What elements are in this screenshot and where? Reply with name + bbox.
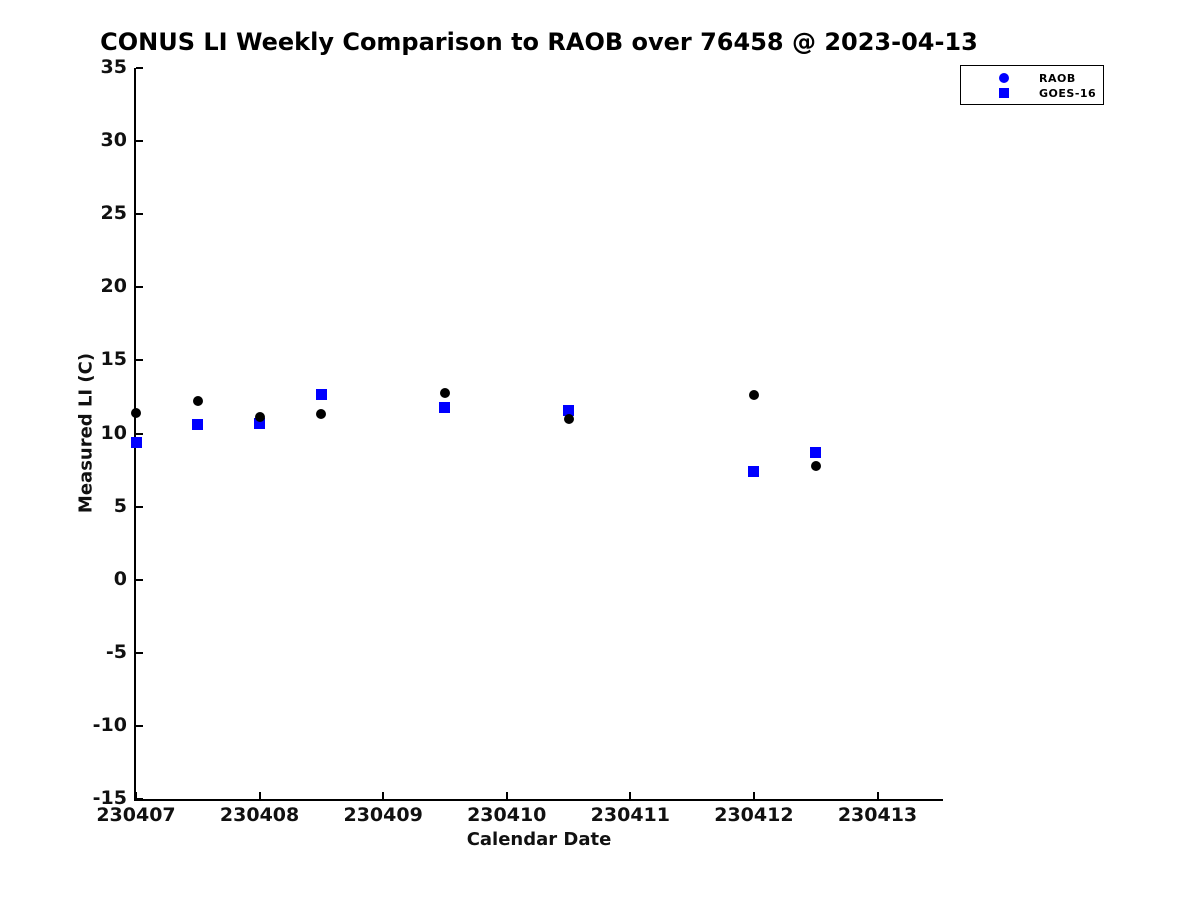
y-tick-label: 10 — [100, 421, 127, 444]
y-tick — [136, 432, 143, 435]
x-tick-label: 230413 — [837, 804, 918, 826]
data-point-goes-16 — [315, 388, 327, 400]
y-tick — [136, 578, 143, 581]
y-tick-label: 5 — [113, 494, 127, 517]
data-point-raob — [439, 387, 450, 398]
y-tick — [136, 798, 143, 800]
data-point-goes-16 — [748, 466, 760, 477]
x-tick-label: 230412 — [714, 804, 794, 826]
x-tick-label: 230411 — [590, 804, 670, 826]
x-axis-label: Calendar Date — [466, 829, 612, 850]
x-tick — [752, 792, 755, 799]
y-axis-spine — [134, 68, 136, 801]
x-tick-label: 230408 — [219, 804, 300, 826]
x-tick-label: 230409 — [343, 804, 423, 826]
data-point-goes-16 — [563, 404, 575, 416]
y-tick-label: -10 — [92, 713, 127, 736]
y-tick-label: 25 — [100, 202, 127, 225]
x-tick — [505, 792, 508, 799]
y-tick-label: 20 — [100, 275, 127, 298]
y-tick-label: -5 — [105, 640, 127, 663]
y-tick — [136, 67, 143, 69]
legend-circle-icon — [999, 73, 1009, 83]
data-point-goes-16 — [439, 401, 451, 413]
legend-label: GOES-16 — [1039, 87, 1097, 100]
y-tick — [136, 651, 143, 654]
x-tick — [876, 792, 879, 799]
legend-label: RAOB — [1039, 72, 1076, 85]
data-point-goes-16 — [192, 419, 204, 431]
x-tick-label: 230407 — [96, 804, 176, 826]
data-point-raob — [810, 460, 821, 471]
data-point-raob — [131, 408, 141, 419]
y-tick-label: 35 — [100, 56, 127, 78]
y-tick — [136, 505, 143, 508]
y-tick-label: -15 — [92, 787, 127, 809]
y-tick — [136, 140, 143, 143]
y-tick-label: 15 — [100, 348, 127, 371]
y-tick — [136, 724, 143, 727]
legend-square-icon — [999, 88, 1009, 98]
x-axis-spine — [134, 799, 943, 801]
legend: RAOB GOES-16 — [960, 65, 1104, 105]
data-point-goes-16 — [254, 417, 266, 429]
chart-title: CONUS LI Weekly Comparison to RAOB over … — [100, 28, 978, 56]
x-tick — [258, 792, 261, 799]
legend-entry-raob: RAOB — [961, 71, 1103, 86]
data-point-goes-16 — [130, 436, 142, 448]
y-tick — [136, 286, 143, 289]
data-point-raob — [563, 413, 574, 424]
x-tick — [382, 792, 385, 799]
x-tick — [629, 792, 632, 799]
x-tick — [135, 792, 137, 799]
y-tick-label: 0 — [113, 567, 127, 590]
y-tick — [136, 359, 143, 362]
data-point-raob — [748, 390, 759, 401]
data-point-raob — [192, 396, 203, 407]
data-point-raob — [316, 409, 327, 420]
y-tick-label: 30 — [100, 129, 127, 152]
legend-entry-goes-16: GOES-16 — [961, 86, 1103, 101]
y-tick — [136, 213, 143, 216]
data-point-raob — [254, 412, 265, 423]
x-tick-label: 230410 — [467, 804, 547, 826]
data-point-goes-16 — [810, 447, 822, 458]
